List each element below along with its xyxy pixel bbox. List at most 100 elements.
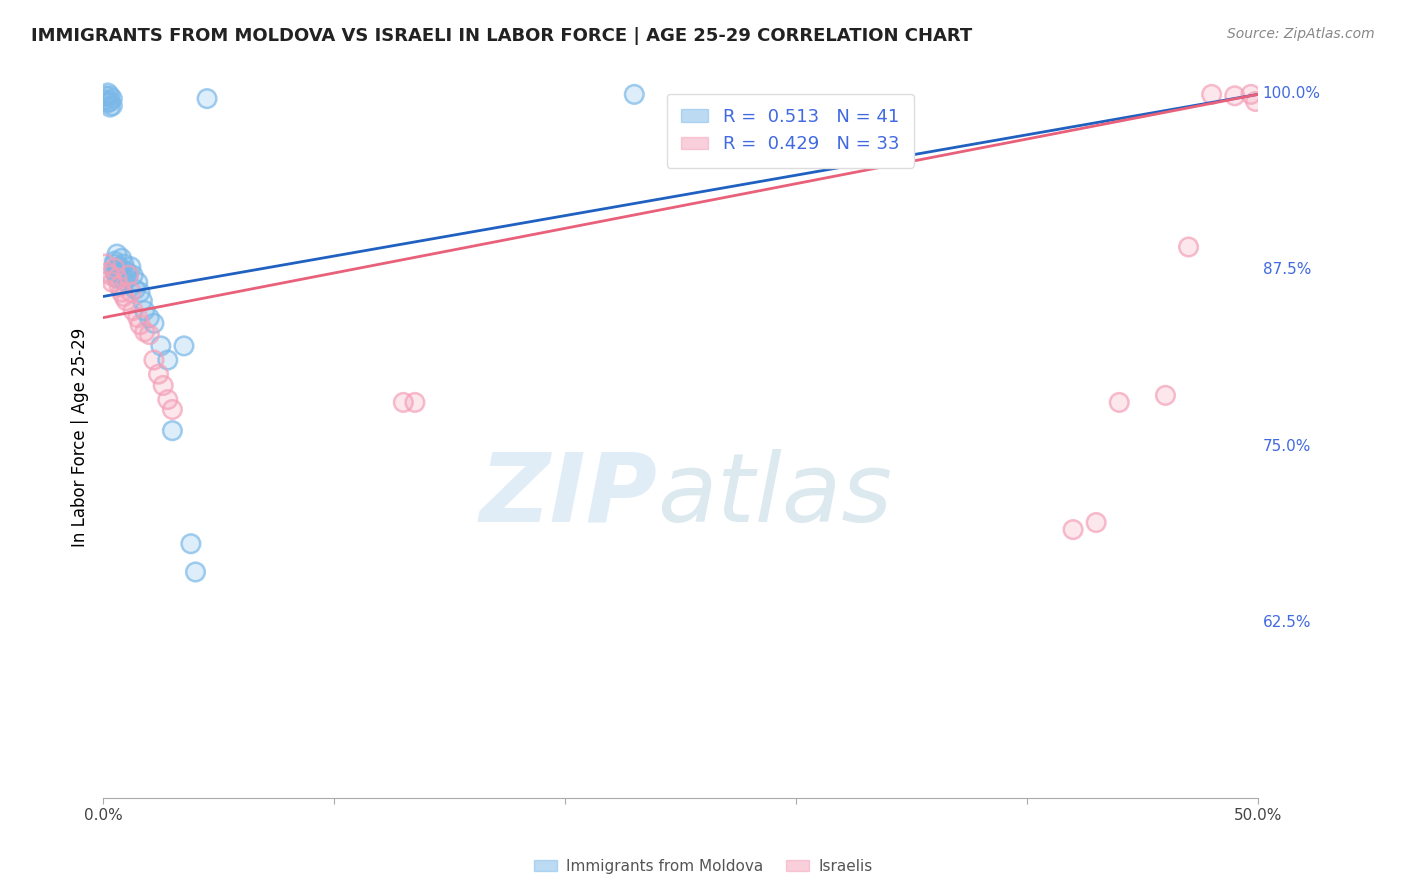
Point [122, 303, 145, 318]
Point [162, 424, 184, 438]
Point [97, 95, 120, 110]
Point [131, 293, 153, 308]
Point [392, 395, 415, 409]
Point [117, 267, 139, 281]
Point [104, 257, 127, 271]
Point [134, 303, 156, 318]
Point [1201, 87, 1223, 102]
Point [122, 303, 145, 318]
Point [129, 318, 152, 332]
Point [156, 392, 179, 407]
Point [149, 339, 172, 353]
Legend: Immigrants from Moldova, Israelis: Immigrants from Moldova, Israelis [527, 853, 879, 880]
Point [117, 267, 139, 281]
Point [98, 88, 121, 103]
Point [110, 252, 132, 266]
Point [104, 261, 127, 276]
Point [105, 271, 128, 285]
Point [1154, 388, 1177, 402]
Point [112, 274, 135, 288]
Point [94, 93, 117, 107]
Point [149, 339, 172, 353]
Point [97, 265, 120, 279]
Point [101, 276, 124, 290]
Text: atlas: atlas [658, 449, 893, 542]
Point [115, 293, 138, 308]
Point [129, 318, 152, 332]
Point [138, 327, 160, 342]
Point [122, 268, 145, 283]
Point [108, 267, 131, 281]
Point [98, 268, 121, 283]
Point [97, 265, 120, 279]
Point [120, 260, 142, 274]
Point [1240, 87, 1263, 102]
Point [115, 271, 138, 285]
Point [184, 565, 207, 579]
Point [115, 271, 138, 285]
Point [105, 247, 128, 261]
Point [98, 95, 121, 109]
Point [94, 257, 117, 271]
Point [134, 303, 156, 318]
Point [1154, 388, 1177, 402]
Point [392, 395, 415, 409]
Text: Source: ZipAtlas.com: Source: ZipAtlas.com [1227, 27, 1375, 41]
Point [129, 285, 152, 300]
Point [1177, 240, 1199, 254]
Point [94, 93, 117, 107]
Point [122, 268, 145, 283]
Point [94, 88, 117, 103]
Point [115, 264, 138, 278]
Point [101, 92, 124, 106]
Point [101, 98, 124, 112]
Point [1244, 95, 1267, 109]
Point [124, 282, 146, 296]
Point [148, 367, 170, 381]
Point [623, 87, 645, 102]
Point [105, 271, 128, 285]
Point [127, 276, 149, 290]
Point [108, 279, 131, 293]
Point [142, 316, 165, 330]
Point [156, 353, 179, 368]
Point [98, 100, 121, 114]
Point [152, 378, 174, 392]
Point [180, 537, 202, 551]
Point [1085, 516, 1108, 530]
Point [98, 268, 121, 283]
Point [138, 310, 160, 325]
Point [112, 274, 135, 288]
Y-axis label: In Labor Force | Age 25-29: In Labor Force | Age 25-29 [72, 328, 89, 548]
Point [104, 264, 127, 278]
Point [105, 271, 128, 285]
Point [142, 353, 165, 368]
Point [110, 252, 132, 266]
Point [108, 260, 131, 274]
Point [105, 271, 128, 285]
Point [129, 285, 152, 300]
Point [138, 327, 160, 342]
Point [195, 92, 218, 106]
Point [1201, 87, 1223, 102]
Point [112, 257, 135, 271]
Point [184, 565, 207, 579]
Point [110, 265, 132, 279]
Point [98, 100, 121, 114]
Point [142, 353, 165, 368]
Point [1108, 395, 1130, 409]
Point [110, 265, 132, 279]
Point [156, 353, 179, 368]
Point [112, 257, 135, 271]
Point [115, 264, 138, 278]
Point [404, 395, 426, 409]
Point [1062, 523, 1084, 537]
Point [162, 424, 184, 438]
Point [104, 257, 127, 271]
Point [1223, 88, 1246, 103]
Point [134, 325, 156, 339]
Point [162, 402, 184, 417]
Point [105, 261, 128, 276]
Point [105, 247, 128, 261]
Point [1244, 95, 1267, 109]
